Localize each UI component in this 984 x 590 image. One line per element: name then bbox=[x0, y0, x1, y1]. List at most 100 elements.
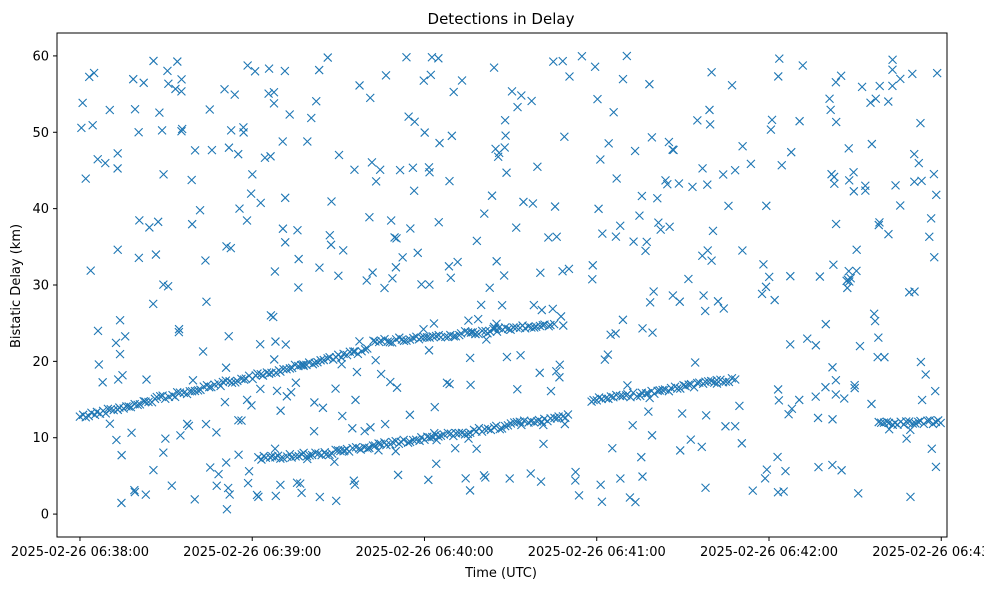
data-point bbox=[643, 407, 653, 417]
data-point bbox=[281, 340, 291, 349]
data-point bbox=[764, 272, 774, 282]
data-point bbox=[708, 226, 718, 236]
data-point bbox=[866, 98, 875, 108]
data-point bbox=[272, 386, 282, 396]
data-point bbox=[556, 312, 566, 321]
data-point bbox=[655, 386, 665, 395]
data-point bbox=[255, 339, 265, 349]
data-point bbox=[629, 237, 638, 247]
data-point bbox=[239, 128, 249, 137]
data-point bbox=[701, 411, 711, 420]
data-point bbox=[134, 216, 144, 225]
data-point bbox=[420, 128, 430, 137]
data-point bbox=[923, 416, 932, 426]
data-point bbox=[914, 158, 924, 168]
data-point bbox=[225, 376, 234, 386]
y-tick-label: 60 bbox=[32, 49, 49, 64]
data-point bbox=[929, 169, 939, 179]
data-point bbox=[631, 497, 640, 507]
data-point bbox=[153, 217, 163, 227]
data-point bbox=[163, 66, 172, 76]
data-point bbox=[677, 409, 687, 418]
data-point bbox=[269, 355, 279, 364]
data-point bbox=[874, 220, 884, 230]
data-point bbox=[766, 125, 776, 135]
data-point bbox=[538, 420, 548, 430]
data-point bbox=[113, 245, 123, 255]
data-point bbox=[636, 452, 646, 462]
data-point bbox=[825, 94, 834, 104]
data-point bbox=[285, 364, 295, 373]
data-point bbox=[258, 371, 268, 380]
data-point bbox=[546, 414, 555, 423]
data-point bbox=[844, 266, 854, 276]
data-point bbox=[440, 332, 450, 342]
x-tick-label: 2025-02-26 06:43:00 bbox=[872, 545, 984, 560]
data-point bbox=[419, 76, 429, 86]
data-point bbox=[193, 385, 203, 395]
data-point bbox=[611, 329, 621, 338]
data-point bbox=[207, 145, 217, 155]
data-point bbox=[385, 337, 395, 347]
data-point bbox=[333, 271, 343, 281]
data-point bbox=[282, 391, 292, 401]
data-point bbox=[814, 462, 823, 472]
data-point bbox=[784, 409, 794, 419]
data-point bbox=[105, 105, 115, 115]
data-point bbox=[770, 295, 780, 305]
data-point bbox=[246, 189, 256, 199]
data-point bbox=[408, 163, 418, 173]
data-point bbox=[408, 333, 418, 343]
data-point bbox=[875, 218, 884, 227]
data-point bbox=[127, 428, 136, 438]
data-point bbox=[179, 388, 189, 398]
data-point bbox=[564, 264, 574, 274]
data-point bbox=[157, 126, 167, 135]
x-axis-label: Time (UTC) bbox=[464, 566, 537, 581]
data-point bbox=[537, 305, 547, 315]
data-point bbox=[330, 457, 339, 467]
data-point bbox=[831, 77, 841, 87]
data-point bbox=[380, 283, 389, 293]
data-point bbox=[362, 344, 372, 353]
data-point bbox=[244, 466, 254, 476]
data-point bbox=[888, 55, 897, 65]
data-point bbox=[449, 87, 459, 97]
data-point bbox=[386, 216, 396, 225]
data-point bbox=[221, 458, 231, 467]
data-point bbox=[712, 375, 722, 385]
data-point bbox=[113, 164, 122, 173]
data-point bbox=[596, 480, 606, 490]
data-point bbox=[280, 193, 290, 203]
data-point bbox=[337, 411, 347, 421]
data-point bbox=[256, 198, 266, 208]
data-point bbox=[275, 454, 285, 463]
data-point bbox=[550, 202, 560, 211]
data-point bbox=[152, 392, 162, 402]
data-point bbox=[615, 221, 625, 231]
data-point bbox=[309, 426, 319, 436]
data-point bbox=[381, 70, 391, 80]
data-point bbox=[831, 117, 841, 127]
data-point bbox=[93, 154, 103, 164]
data-point bbox=[844, 277, 854, 286]
data-point bbox=[464, 434, 473, 444]
data-point bbox=[233, 415, 243, 425]
data-point bbox=[637, 191, 647, 201]
data-point bbox=[664, 137, 674, 147]
data-point bbox=[348, 347, 358, 357]
data-point bbox=[479, 470, 489, 480]
data-point bbox=[860, 181, 870, 191]
data-point bbox=[309, 398, 319, 407]
data-points bbox=[75, 51, 946, 514]
data-point bbox=[403, 438, 413, 448]
data-point bbox=[850, 383, 860, 393]
data-point bbox=[243, 478, 253, 488]
data-point bbox=[451, 331, 461, 341]
data-point bbox=[930, 386, 940, 396]
data-point bbox=[705, 105, 714, 115]
data-point bbox=[226, 243, 236, 253]
x-tick-label: 2025-02-26 06:39:00 bbox=[183, 545, 321, 560]
data-point bbox=[419, 324, 428, 334]
data-point bbox=[402, 336, 411, 345]
